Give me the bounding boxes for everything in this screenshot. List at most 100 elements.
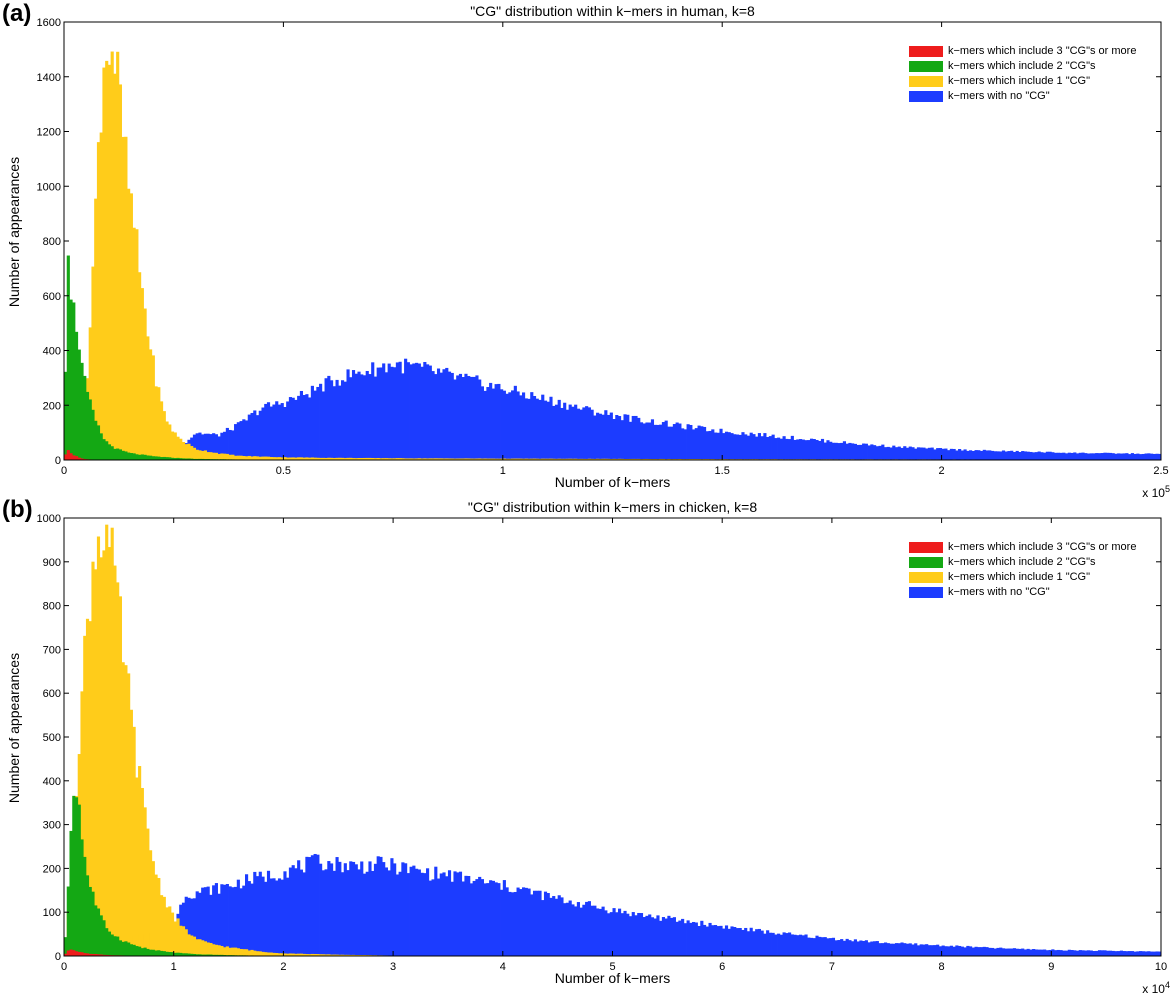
histogram-bar [415, 363, 418, 460]
y-tick-label: 1400 [37, 72, 61, 84]
histogram-bar [256, 456, 259, 460]
histogram-bar [300, 870, 303, 956]
histogram-bar [242, 886, 245, 956]
histogram-bar [327, 861, 330, 956]
histogram-bar [130, 710, 133, 956]
histogram-bar [319, 864, 322, 956]
histogram-bar [421, 873, 424, 956]
histogram-bar [355, 374, 358, 460]
histogram-bar [149, 850, 152, 956]
histogram-bar [102, 920, 105, 956]
y-tick-label: 200 [43, 863, 61, 875]
histogram-bar [944, 946, 947, 956]
histogram-bar [876, 941, 879, 956]
histogram-bar [626, 415, 629, 460]
histogram-bar [758, 929, 761, 956]
series-0 [64, 359, 1161, 460]
histogram-bar [218, 454, 221, 460]
histogram-bar [198, 939, 201, 956]
histogram-bar [393, 863, 396, 956]
histogram-bar [1002, 450, 1005, 460]
histogram-bar [473, 377, 476, 460]
histogram-bar [69, 831, 72, 956]
histogram-bar [1046, 452, 1049, 460]
histogram-bar [794, 935, 797, 956]
histogram-bar [344, 863, 347, 956]
histogram-bar [761, 931, 764, 956]
histogram-bar [426, 364, 429, 460]
histogram-bar [281, 403, 284, 460]
histogram-bar [473, 881, 476, 956]
histogram-bar [1010, 451, 1013, 460]
y-tick-label: 400 [43, 346, 61, 358]
histogram-bar [80, 363, 83, 460]
histogram-bar [209, 452, 212, 460]
histogram-bar [1029, 452, 1032, 460]
histogram-bar [135, 454, 138, 460]
histogram-bar [146, 336, 149, 460]
histogram-bar [725, 432, 728, 460]
histogram-bar [124, 137, 127, 460]
histogram-bar [1021, 949, 1024, 956]
histogram-bar [1120, 951, 1123, 956]
histogram-bar [1060, 453, 1063, 460]
histogram-bar [626, 914, 629, 956]
histogram-bar [281, 880, 284, 956]
histogram-bar [440, 873, 443, 956]
histogram-bar [1136, 454, 1139, 460]
histogram-bar [1040, 452, 1043, 460]
histogram-bar [314, 391, 317, 460]
histogram-bar [278, 405, 281, 460]
histogram-bar [119, 84, 122, 460]
histogram-bar [467, 376, 470, 460]
histogram-bar [673, 424, 676, 460]
histogram-bar [1010, 949, 1013, 956]
histogram-bar [881, 943, 884, 956]
histogram-bar [1040, 950, 1043, 956]
histogram-bar [969, 450, 972, 460]
histogram-bar [135, 946, 138, 956]
histogram-bar [187, 934, 190, 956]
legend-swatch-yellow [909, 572, 943, 583]
histogram-bar [555, 405, 558, 460]
histogram-bar [259, 411, 262, 460]
histogram-bar [1153, 952, 1156, 956]
histogram-bar [256, 415, 259, 460]
histogram-bar [826, 440, 829, 460]
histogram-bar [72, 302, 75, 460]
histogram-bar [105, 61, 108, 460]
histogram-bar [83, 857, 86, 956]
histogram-bar [714, 433, 717, 460]
histogram-bar [517, 391, 520, 460]
histogram-bar [270, 407, 273, 460]
histogram-bar [900, 942, 903, 956]
histogram-bar [133, 228, 136, 460]
histogram-bar [157, 950, 160, 956]
histogram-bar [94, 199, 97, 460]
histogram-bar [80, 952, 83, 956]
histogram-bar [796, 935, 799, 956]
histogram-bar [656, 915, 659, 956]
histogram-bar [363, 375, 366, 460]
histogram-bar [530, 894, 533, 956]
histogram-bar [895, 943, 898, 956]
histogram-bar [815, 440, 818, 460]
histogram-bar [933, 449, 936, 460]
histogram-bar [152, 456, 155, 460]
histogram-bar [240, 888, 243, 956]
histogram-bar [988, 948, 991, 956]
histogram-bar [415, 869, 418, 956]
histogram-bar [193, 448, 196, 460]
histogram-bar [1062, 951, 1065, 956]
histogram-bar [892, 446, 895, 460]
histogram-bar [242, 949, 245, 956]
histogram-bar [549, 898, 552, 956]
histogram-bar [133, 727, 136, 956]
histogram-bar [245, 949, 248, 956]
histogram-bar [1156, 951, 1159, 956]
histogram-bar [341, 380, 344, 460]
histogram-bar [865, 444, 868, 460]
histogram-bar [588, 407, 591, 460]
histogram-bar [629, 422, 632, 460]
histogram-bar [207, 942, 210, 956]
